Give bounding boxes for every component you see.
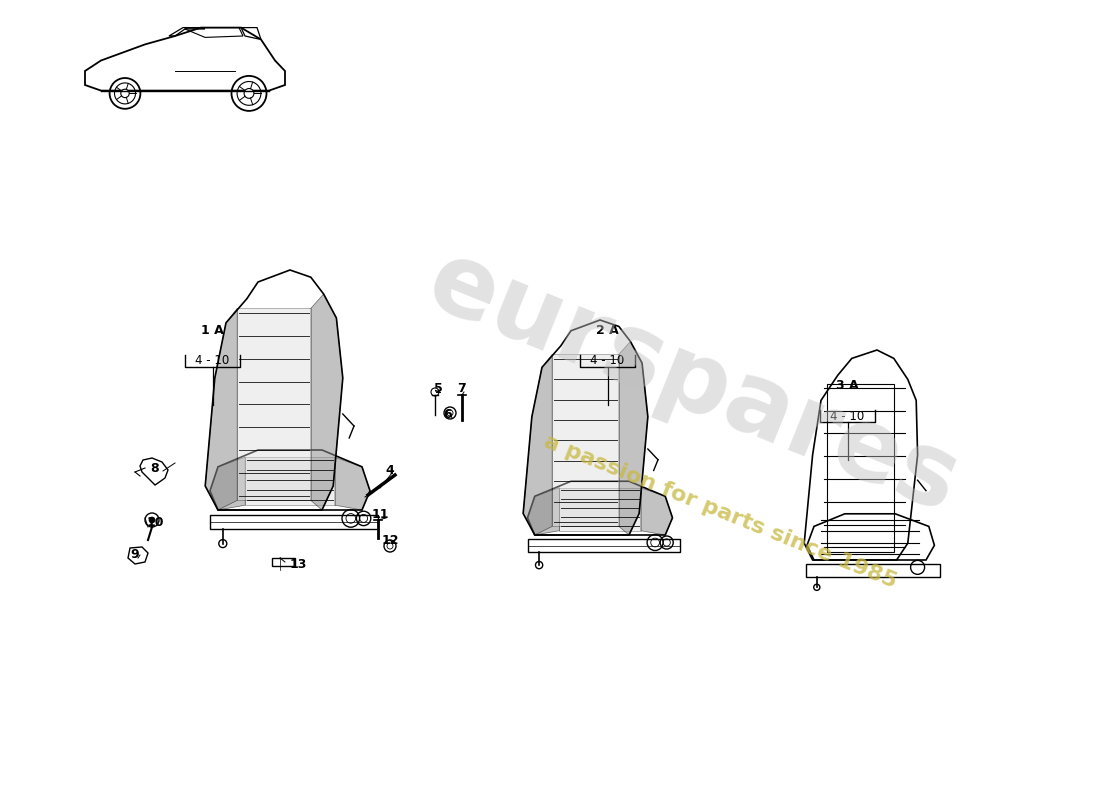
Text: 3 A: 3 A xyxy=(836,379,859,392)
Polygon shape xyxy=(552,354,619,526)
Circle shape xyxy=(148,517,155,523)
Polygon shape xyxy=(560,488,640,530)
Polygon shape xyxy=(210,457,245,510)
Polygon shape xyxy=(524,354,552,535)
Polygon shape xyxy=(206,308,238,510)
Text: 1 A: 1 A xyxy=(201,324,224,337)
Polygon shape xyxy=(640,488,672,535)
Text: 8: 8 xyxy=(151,462,160,474)
Text: 13: 13 xyxy=(289,558,307,571)
Circle shape xyxy=(121,89,129,98)
Text: 7: 7 xyxy=(458,382,466,394)
Text: a passion for parts since 1985: a passion for parts since 1985 xyxy=(541,432,900,592)
Text: 12: 12 xyxy=(382,534,398,546)
Polygon shape xyxy=(311,294,343,510)
Text: 4 - 10: 4 - 10 xyxy=(196,354,230,367)
Text: 4 - 10: 4 - 10 xyxy=(591,354,625,367)
Text: 9: 9 xyxy=(131,549,140,562)
Polygon shape xyxy=(334,457,370,510)
Text: 4 - 10: 4 - 10 xyxy=(830,410,865,422)
Text: 6: 6 xyxy=(443,409,452,422)
Text: 2 A: 2 A xyxy=(596,324,619,337)
Text: eurspares: eurspares xyxy=(414,234,972,534)
Text: 4: 4 xyxy=(386,463,395,477)
Text: 11: 11 xyxy=(372,509,388,522)
Polygon shape xyxy=(619,342,648,535)
Polygon shape xyxy=(238,308,311,501)
Polygon shape xyxy=(245,457,334,506)
Circle shape xyxy=(244,89,254,98)
Polygon shape xyxy=(528,488,560,535)
Text: 5: 5 xyxy=(433,382,442,394)
Text: 10: 10 xyxy=(146,517,164,530)
